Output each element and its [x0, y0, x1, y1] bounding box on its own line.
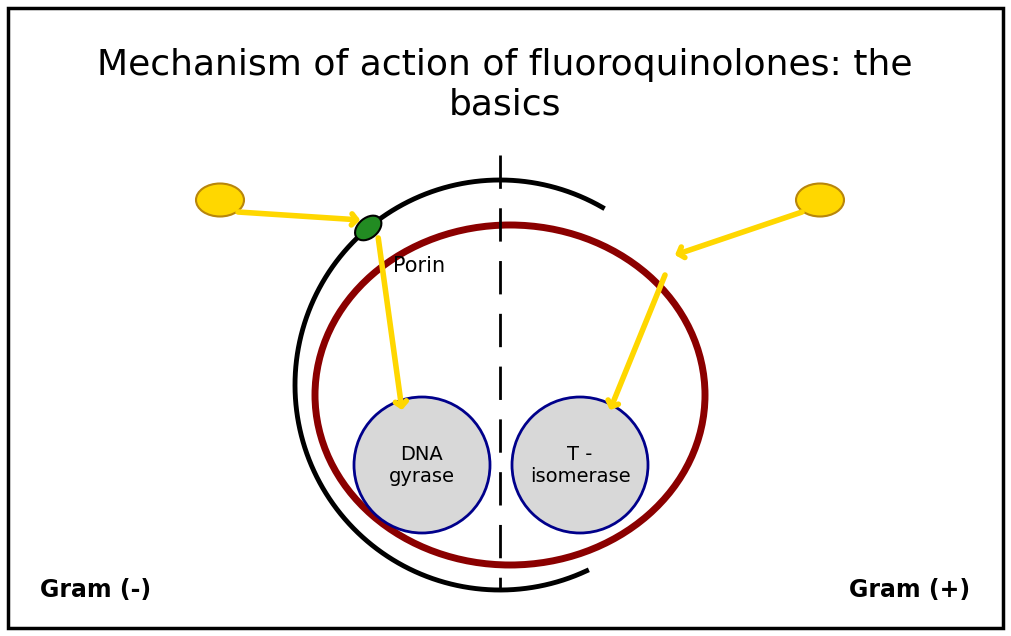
- Text: DNA
gyrase: DNA gyrase: [389, 445, 455, 485]
- Ellipse shape: [315, 225, 705, 565]
- Circle shape: [354, 397, 490, 533]
- Ellipse shape: [796, 184, 844, 216]
- Text: Porin: Porin: [393, 256, 446, 276]
- Ellipse shape: [196, 184, 244, 216]
- Text: Gram (-): Gram (-): [40, 578, 151, 602]
- Text: Gram (+): Gram (+): [849, 578, 970, 602]
- Ellipse shape: [355, 216, 381, 240]
- Circle shape: [512, 397, 648, 533]
- Text: T -
isomerase: T - isomerase: [530, 445, 630, 485]
- Text: Mechanism of action of fluoroquinolones: the
basics: Mechanism of action of fluoroquinolones:…: [97, 48, 913, 121]
